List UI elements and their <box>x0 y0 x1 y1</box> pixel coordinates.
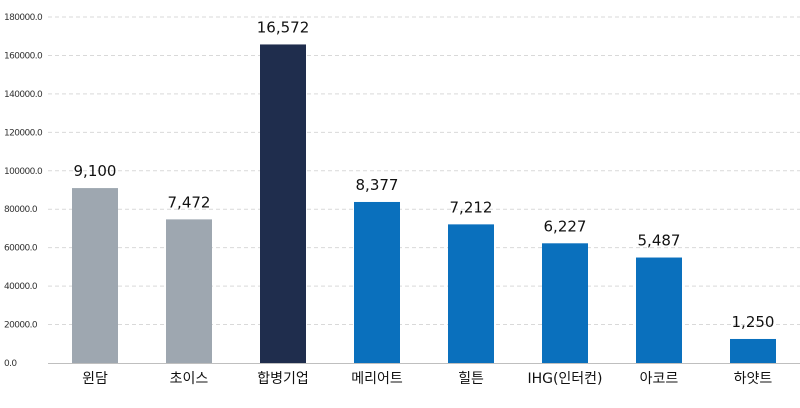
x-tick-label: 초이스 <box>170 371 209 387</box>
y-tick-label: 100000.0 <box>4 167 43 177</box>
data-label: 7,472 <box>168 193 211 211</box>
y-tick-label: 120000.0 <box>4 128 43 138</box>
y-tick-label: 180000.0 <box>4 13 43 23</box>
y-tick-label: 20000.0 <box>4 321 38 331</box>
x-tick-label: 합병기업 <box>257 371 309 387</box>
bar <box>72 188 118 363</box>
x-tick-label: 아코르 <box>640 371 679 387</box>
gridlines <box>48 16 800 326</box>
bars <box>72 44 776 363</box>
y-tick-label: 140000.0 <box>4 90 43 100</box>
data-label: 7,212 <box>450 198 493 216</box>
x-tick-label: 하얏트 <box>734 371 773 387</box>
x-tick-label: 윈담 <box>82 371 108 387</box>
y-tick-label: 60000.0 <box>4 244 38 254</box>
x-tick-label: 힐튼 <box>458 371 484 387</box>
bar <box>448 224 494 363</box>
bar <box>354 201 400 363</box>
data-label: 1,250 <box>732 313 775 331</box>
bar <box>730 338 776 363</box>
data-label: 6,227 <box>544 217 587 235</box>
data-label: 8,377 <box>356 176 399 194</box>
y-tick-label: 160000.0 <box>4 51 43 61</box>
y-tick-label: 0.0 <box>4 359 17 369</box>
data-label: 16,572 <box>257 18 310 36</box>
x-axis-tick-labels: 윈담 초이스 합병기업 메리어트 힐튼 IHG(인터컨) 아코르 하얏트 <box>82 371 772 387</box>
y-tick-label: 80000.0 <box>4 205 38 215</box>
bar <box>542 243 588 363</box>
y-tick-label: 40000.0 <box>4 282 38 292</box>
y-axis-tick-labels: 0.0 20000.0 40000.0 60000.0 80000.0 100000.0 1… <box>4 13 44 369</box>
bar <box>166 219 212 363</box>
data-labels: 9,100 7,472 16,572 8,377 7,212 6,227 5,487 1,25… <box>74 18 775 331</box>
data-label: 5,487 <box>638 232 681 250</box>
x-tick-label: IHG(인터컨) <box>527 371 602 387</box>
bar <box>260 44 306 363</box>
bar <box>636 257 682 363</box>
data-label: 9,100 <box>74 162 117 180</box>
x-tick-label: 메리어트 <box>351 371 403 387</box>
